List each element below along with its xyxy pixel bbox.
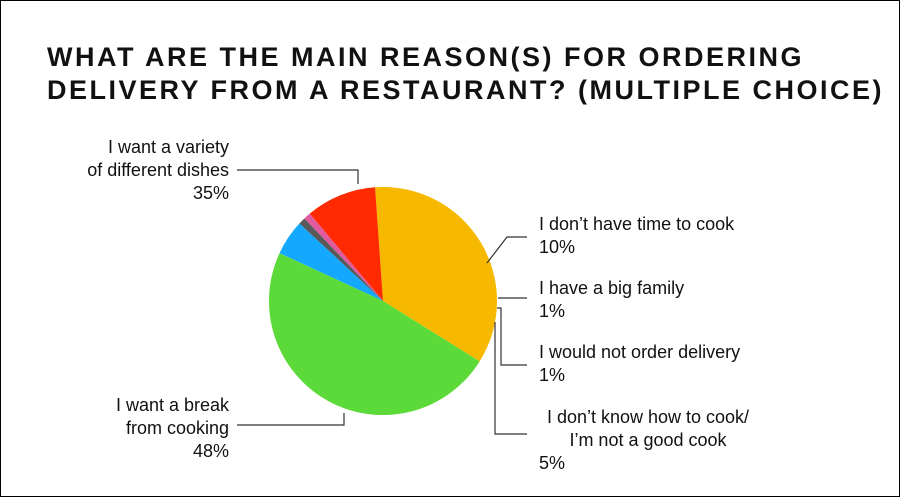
label-no-delivery-line-1: I would not order delivery xyxy=(539,342,741,362)
label-big-family: I have a big family 1% xyxy=(539,277,684,323)
label-no-time-value: 10% xyxy=(539,237,576,257)
pie-slice-1 xyxy=(309,187,383,301)
label-cannot-cook-value: 5% xyxy=(539,453,566,473)
label-variety-value: 35% xyxy=(192,183,229,203)
leader-line-variety xyxy=(237,169,359,184)
label-big-family-value: 1% xyxy=(539,301,566,321)
pie-slice-0 xyxy=(375,187,498,362)
pie-slice-2 xyxy=(304,213,383,301)
label-no-time: I don’t have time to cook 10% xyxy=(539,213,734,259)
label-no-delivery-value: 1% xyxy=(539,365,566,385)
label-break-line-2: from cooking xyxy=(125,418,229,438)
leader-lines xyxy=(237,169,527,435)
label-cannot-cook-line-1: I don’t know how to cook/ xyxy=(546,407,750,427)
leader-line-cannot-cook xyxy=(494,322,527,435)
pie-slice-5 xyxy=(268,253,480,416)
label-cannot-cook-value-wrap: 5% xyxy=(539,452,565,475)
label-cannot-cook: I don’t know how to cook/ I’m not a good… xyxy=(523,406,773,452)
pie-slice-4 xyxy=(279,223,383,301)
leader-line-break xyxy=(237,413,345,426)
pie-slice-3 xyxy=(299,218,383,301)
label-variety-line-1: I want a variety xyxy=(107,137,229,157)
label-break-line-1: I want a break xyxy=(115,395,229,415)
label-cannot-cook-line-2: I’m not a good cook xyxy=(569,430,727,450)
pie-slices xyxy=(268,187,498,416)
leader-line-no-time xyxy=(486,236,527,264)
label-no-time-line-1: I don’t have time to cook xyxy=(539,214,735,234)
label-variety: I want a variety of different dishes 35% xyxy=(41,136,229,205)
label-big-family-line-1: I have a big family xyxy=(539,278,685,298)
leader-line-no-delivery xyxy=(497,307,527,366)
chart-title: WHAT ARE THE MAIN REASON(S) FOR ORDERING… xyxy=(47,41,887,107)
chart-title-line-2: DELIVERY FROM A RESTAURANT? (MULTIPLE CH… xyxy=(47,75,884,105)
label-no-delivery: I would not order delivery 1% xyxy=(539,341,740,387)
label-variety-line-2: of different dishes xyxy=(87,160,229,180)
label-break-value: 48% xyxy=(192,441,229,461)
chart-title-line-1: WHAT ARE THE MAIN REASON(S) FOR ORDERING xyxy=(47,42,804,72)
label-break: I want a break from cooking 48% xyxy=(41,394,229,463)
